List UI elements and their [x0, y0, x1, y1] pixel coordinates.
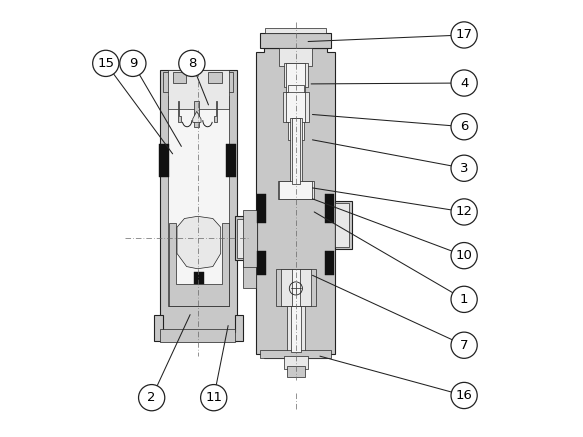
Polygon shape: [177, 216, 221, 269]
FancyBboxPatch shape: [325, 251, 334, 275]
FancyBboxPatch shape: [260, 350, 331, 358]
FancyBboxPatch shape: [279, 181, 312, 199]
FancyBboxPatch shape: [195, 272, 204, 284]
Text: 3: 3: [460, 162, 468, 175]
FancyBboxPatch shape: [226, 144, 236, 177]
Circle shape: [451, 243, 477, 269]
FancyBboxPatch shape: [173, 72, 186, 83]
FancyBboxPatch shape: [195, 101, 199, 127]
FancyBboxPatch shape: [335, 203, 349, 247]
FancyBboxPatch shape: [265, 28, 325, 33]
FancyBboxPatch shape: [287, 366, 304, 377]
Text: 12: 12: [456, 205, 473, 218]
FancyBboxPatch shape: [286, 63, 305, 92]
Polygon shape: [154, 315, 244, 341]
FancyBboxPatch shape: [335, 201, 352, 249]
FancyBboxPatch shape: [243, 221, 256, 249]
FancyBboxPatch shape: [257, 194, 266, 223]
Circle shape: [451, 332, 477, 358]
Text: 16: 16: [456, 389, 473, 402]
Polygon shape: [214, 101, 217, 122]
FancyBboxPatch shape: [160, 70, 237, 341]
Circle shape: [451, 155, 477, 181]
FancyBboxPatch shape: [237, 218, 254, 258]
Circle shape: [451, 199, 477, 225]
FancyBboxPatch shape: [168, 96, 229, 306]
Polygon shape: [178, 101, 181, 122]
Text: 2: 2: [147, 391, 156, 404]
FancyBboxPatch shape: [235, 216, 257, 260]
Text: 8: 8: [188, 57, 196, 70]
Circle shape: [139, 385, 165, 411]
Text: 10: 10: [456, 249, 473, 262]
Polygon shape: [169, 223, 229, 306]
Text: 7: 7: [460, 339, 468, 352]
FancyBboxPatch shape: [260, 33, 331, 48]
FancyBboxPatch shape: [244, 210, 257, 267]
FancyBboxPatch shape: [276, 269, 315, 306]
FancyBboxPatch shape: [160, 329, 235, 342]
Text: 17: 17: [456, 28, 473, 42]
Text: 1: 1: [460, 293, 468, 306]
FancyBboxPatch shape: [292, 118, 300, 184]
Text: 11: 11: [205, 391, 222, 404]
FancyBboxPatch shape: [163, 72, 182, 92]
FancyBboxPatch shape: [168, 70, 229, 109]
Circle shape: [179, 50, 205, 76]
Circle shape: [93, 50, 119, 76]
Circle shape: [451, 286, 477, 312]
FancyBboxPatch shape: [243, 260, 256, 288]
FancyBboxPatch shape: [278, 181, 314, 199]
FancyBboxPatch shape: [292, 269, 300, 306]
FancyBboxPatch shape: [209, 72, 222, 83]
FancyBboxPatch shape: [284, 356, 308, 369]
FancyBboxPatch shape: [159, 144, 168, 177]
Circle shape: [451, 70, 477, 96]
FancyBboxPatch shape: [288, 85, 304, 140]
FancyBboxPatch shape: [286, 92, 305, 122]
FancyBboxPatch shape: [325, 194, 334, 223]
Circle shape: [451, 22, 477, 48]
Circle shape: [451, 114, 477, 140]
FancyBboxPatch shape: [283, 92, 309, 122]
Text: 15: 15: [97, 57, 114, 70]
FancyBboxPatch shape: [213, 72, 233, 92]
FancyBboxPatch shape: [284, 63, 308, 87]
Text: 9: 9: [129, 57, 137, 70]
Polygon shape: [193, 111, 201, 122]
FancyBboxPatch shape: [279, 48, 312, 66]
Circle shape: [120, 50, 146, 76]
FancyBboxPatch shape: [257, 251, 266, 275]
Text: 4: 4: [460, 76, 468, 90]
FancyBboxPatch shape: [287, 306, 304, 352]
FancyBboxPatch shape: [290, 118, 302, 184]
Circle shape: [201, 385, 227, 411]
Polygon shape: [256, 48, 335, 358]
Circle shape: [451, 382, 477, 409]
FancyBboxPatch shape: [291, 306, 301, 352]
FancyBboxPatch shape: [280, 269, 311, 306]
Text: 6: 6: [460, 120, 468, 133]
